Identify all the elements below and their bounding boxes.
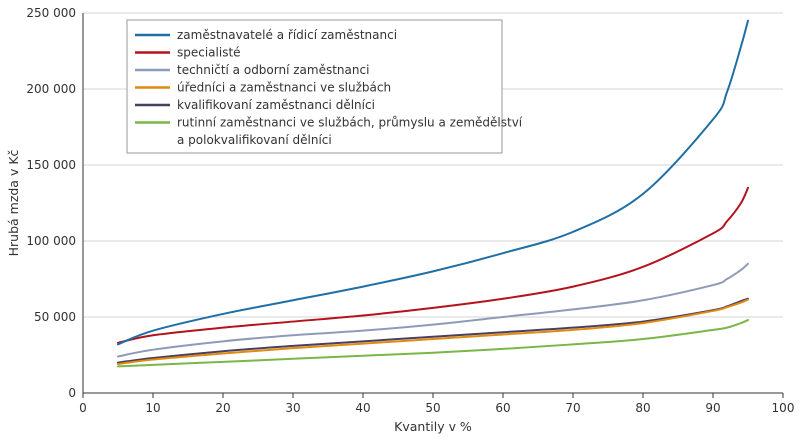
series-line — [117, 319, 749, 368]
series-lines — [117, 19, 749, 368]
x-tick-label: 20 — [215, 401, 230, 415]
x-tick-label: 70 — [565, 401, 580, 415]
x-tick-label: 0 — [79, 401, 87, 415]
legend-label: techničtí a odborní zaměstnanci — [177, 63, 369, 77]
legend-label: specialisté — [177, 46, 241, 60]
legend-label: zaměstnavatelé a řídicí zaměstnanci — [177, 28, 397, 42]
x-tick-label: 90 — [705, 401, 720, 415]
legend: zaměstnavatelé a řídicí zaměstnanci speci… — [126, 19, 523, 154]
x-tick-label: 80 — [635, 401, 650, 415]
legend-box — [126, 19, 503, 154]
x-tick-label: 50 — [425, 401, 440, 415]
y-tick-label: 200 000 — [26, 82, 76, 96]
x-axis-ticks: 0 10 20 30 40 50 60 70 80 90 100 — [79, 393, 794, 415]
x-tick-label: 100 — [772, 401, 795, 415]
series-line — [117, 262, 749, 358]
y-tick-label: 250 000 — [26, 6, 76, 20]
legend-label: kvalifikovaní zaměstnanci dělníci — [177, 98, 375, 112]
x-axis-title: Kvantily v % — [394, 419, 472, 434]
legend-label: úředníci a zaměstnanci ve službách — [177, 81, 391, 95]
series-line — [117, 19, 749, 346]
series-line — [117, 186, 749, 344]
x-tick-label: 60 — [495, 401, 510, 415]
x-tick-label: 10 — [145, 401, 160, 415]
legend-items: zaměstnavatelé a řídicí zaměstnanci speci… — [135, 28, 523, 147]
series-line — [117, 298, 749, 366]
x-tick-label: 30 — [285, 401, 300, 415]
y-tick-label: 100 000 — [26, 234, 76, 248]
y-tick-label: 0 — [68, 386, 76, 400]
y-axis-title: Hrubá mzda v Kč — [6, 149, 21, 256]
y-tick-label: 150 000 — [26, 158, 76, 172]
y-axis-ticks: 0 50 000 100 000 150 000 200 000 250 000 — [26, 6, 76, 400]
legend-label: a polokvalifikovaní dělníci — [177, 133, 332, 147]
y-tick-label: 50 000 — [34, 310, 76, 324]
x-tick-label: 40 — [355, 401, 370, 415]
legend-label: rutinní zaměstnanci ve službách, průmysl… — [177, 116, 523, 130]
